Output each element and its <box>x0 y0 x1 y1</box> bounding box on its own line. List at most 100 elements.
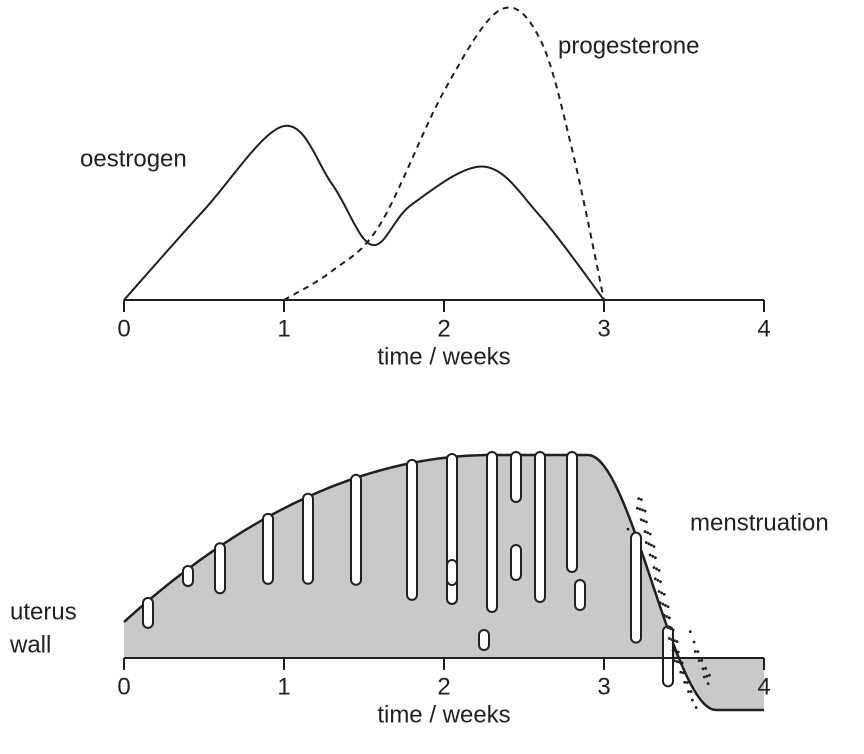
side-label: uterus <box>10 598 77 625</box>
menstrual-dot <box>680 661 684 665</box>
gland <box>302 492 314 585</box>
menstrual-dot <box>648 553 652 557</box>
gland <box>630 531 642 644</box>
x-axis-label: time / weeks <box>377 343 510 370</box>
menstrual-dot <box>706 682 710 686</box>
menstrual-dot <box>697 659 701 663</box>
menstrual-dot <box>650 543 653 547</box>
x-tick-label: 1 <box>277 315 290 342</box>
menstrual-dot <box>690 698 694 702</box>
menstrual-dot <box>659 580 662 584</box>
menstrual-dot <box>642 519 646 523</box>
menstrual-dot <box>687 690 690 694</box>
x-tick-label: 2 <box>437 315 450 342</box>
menstrual-dot <box>664 604 667 607</box>
menstrual-dot <box>635 506 639 510</box>
menstrual-dot <box>678 660 681 664</box>
menstrual-dot <box>701 667 705 671</box>
menstrual-dot <box>653 556 657 560</box>
menstrual-dot <box>662 592 666 596</box>
uterus-surface <box>123 453 764 712</box>
menstrual-dot <box>643 530 647 533</box>
menstrual-dot <box>644 541 648 544</box>
menstrual-dot <box>652 566 656 569</box>
menstrual-dot <box>666 626 670 629</box>
menstrual-dot <box>655 567 658 571</box>
menstrual-dot <box>675 640 679 643</box>
menstrual-dot <box>683 680 687 684</box>
menstrual-dot <box>662 613 666 617</box>
menstrual-dot <box>653 577 657 581</box>
menstrual-dot <box>700 659 704 662</box>
gland <box>446 559 458 586</box>
series-label: oestrogen <box>80 145 187 172</box>
menstrual-dot <box>638 507 642 511</box>
gland <box>350 473 362 586</box>
menstrual-dot <box>670 638 674 641</box>
side-label: wall <box>9 631 51 658</box>
gland <box>574 579 586 611</box>
gland <box>566 451 578 573</box>
menstrual-dot <box>696 650 700 654</box>
x-axis-label: time / weeks <box>377 701 510 728</box>
menstrual-dot <box>679 670 683 674</box>
gland <box>406 458 418 601</box>
series-label: progesterone <box>558 32 699 59</box>
menstrual-dot <box>702 675 706 679</box>
menstrual-dot <box>660 591 664 595</box>
menstrual-dot <box>637 497 641 501</box>
hormone-chart: 0 1 2 3 4 time / weeks oestrogen progesterone <box>80 6 771 370</box>
menstrual-dot <box>689 690 693 693</box>
menstrual-dot <box>708 673 711 677</box>
menstrual-dot <box>643 509 647 513</box>
menstrual-dot <box>694 706 698 709</box>
menstrual-dot <box>644 520 648 524</box>
menstrual-dot <box>704 666 707 670</box>
menstrual-dot <box>626 527 630 531</box>
uterus-wall <box>124 455 764 710</box>
x-tick-label: 3 <box>597 673 610 700</box>
menstrual-dot <box>685 681 689 684</box>
menstrual-dot <box>647 542 651 546</box>
menstrual-dot <box>688 630 692 634</box>
gland <box>262 512 274 585</box>
gland <box>486 451 498 613</box>
menstrual-dot <box>676 650 680 654</box>
x-tick-label: 4 <box>757 315 770 342</box>
menstrual-dot <box>657 568 661 572</box>
menstrual-dot <box>675 660 679 663</box>
menstrual-dot <box>673 639 676 643</box>
menstrual-dot <box>657 590 661 593</box>
menstrual-dot <box>693 650 697 653</box>
gland <box>478 629 490 651</box>
hormone-line <box>123 124 605 301</box>
x-tick-label: 1 <box>277 673 290 700</box>
menstrual-dot <box>651 554 655 558</box>
gland <box>214 542 226 595</box>
menstrual-dot <box>665 615 669 618</box>
uterus-diagram: 0 1 2 3 4 time / weeks uterus wall menstruation <box>9 451 829 728</box>
x-tick-label: 0 <box>117 315 130 342</box>
gland <box>534 451 546 603</box>
x-tick-label: 2 <box>437 673 450 700</box>
menstrual-dot <box>671 648 675 652</box>
menstrual-dot <box>705 674 709 678</box>
gland <box>182 564 194 587</box>
hormone-line <box>283 6 605 301</box>
menstrual-dot <box>671 628 675 632</box>
side-label: menstruation <box>690 509 829 536</box>
x-tick-label: 0 <box>117 673 130 700</box>
menstrual-dot <box>639 518 643 522</box>
menstrual-dot <box>681 671 685 675</box>
menstrual-dot <box>652 545 656 548</box>
menstrual-dot <box>666 605 670 609</box>
menstrual-dot <box>667 616 671 620</box>
menstrual-dot <box>646 531 650 535</box>
menstrual-dot <box>661 602 665 606</box>
gland <box>510 451 522 503</box>
menstrual-dot <box>669 627 672 631</box>
menstrual-dot <box>658 601 662 605</box>
gland <box>510 544 522 581</box>
menstrual-dot <box>639 498 643 501</box>
